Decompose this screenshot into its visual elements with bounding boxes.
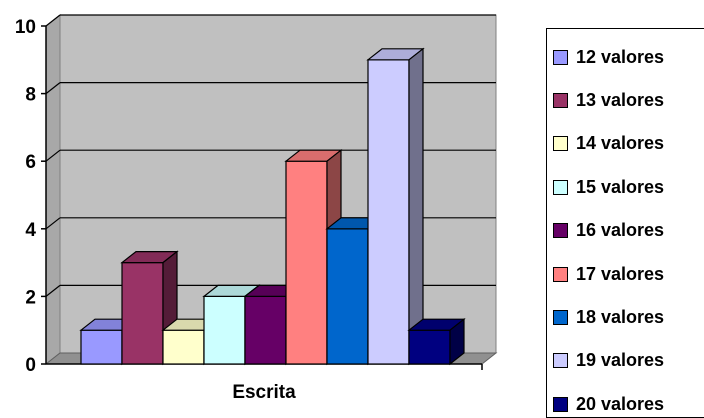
legend-item: 18 valores xyxy=(553,305,664,329)
legend-swatch xyxy=(553,309,568,325)
bar-20-valores xyxy=(407,317,466,366)
y-tick-label: 10 xyxy=(15,17,36,38)
y-tick-labels: 0 2 4 6 8 10 xyxy=(15,17,37,376)
legend-label: 15 valores xyxy=(576,176,665,197)
gridline-side xyxy=(45,217,61,230)
legend-label: 13 valores xyxy=(576,89,665,110)
gridline-side xyxy=(45,14,61,27)
legend-label: 17 valores xyxy=(576,263,665,284)
legend-item: 12 valores xyxy=(553,45,664,69)
legend-swatch xyxy=(553,179,568,195)
y-tick-label: 2 xyxy=(25,287,36,308)
bar-side xyxy=(408,47,424,366)
legend-label: 18 valores xyxy=(576,306,665,327)
side-wall xyxy=(45,13,61,366)
legend-item: 13 valores xyxy=(553,88,664,112)
y-tick-label: 0 xyxy=(25,355,36,376)
bar-front xyxy=(203,295,246,365)
legend-label: 16 valores xyxy=(576,220,665,241)
bar-front xyxy=(244,295,287,365)
bar-front xyxy=(408,329,451,365)
bar-19-valores xyxy=(366,47,425,366)
x-category-labels: Escrita xyxy=(232,382,296,403)
legend-swatch xyxy=(553,223,568,239)
bar-front xyxy=(121,262,164,365)
bars xyxy=(79,47,466,366)
bar-chart: 0 2 4 6 8 10 Escrita xyxy=(15,13,498,403)
legend-label: 12 valores xyxy=(576,46,665,67)
legend-swatch xyxy=(553,353,568,369)
y-tick-label: 6 xyxy=(25,152,36,173)
legend-item: 17 valores xyxy=(553,262,664,286)
bar-front xyxy=(326,228,369,365)
y-tick-label: 8 xyxy=(25,85,36,106)
legend-swatch xyxy=(553,92,568,108)
legend-swatch xyxy=(553,49,568,65)
gridline-side xyxy=(45,284,61,297)
legend-label: 20 valores xyxy=(576,393,665,414)
legend-item: 14 valores xyxy=(553,132,664,156)
legend-item: 19 valores xyxy=(553,349,664,373)
bar-front xyxy=(162,329,205,365)
bar-front xyxy=(285,160,328,365)
x-category-label: Escrita xyxy=(232,382,296,403)
gridline-side xyxy=(45,82,61,95)
legend-item: 20 valores xyxy=(553,392,664,416)
y-tick-label: 4 xyxy=(25,220,36,241)
bar-side xyxy=(449,317,465,366)
legend-item: 15 valores xyxy=(553,175,664,199)
legend: 12 valores 13 valores 14 valores 15 valores… xyxy=(546,28,704,418)
legend-label: 14 valores xyxy=(576,133,665,154)
legend-label: 19 valores xyxy=(576,350,665,371)
legend-swatch xyxy=(553,266,568,282)
legend-swatch xyxy=(553,136,568,152)
gridline-side xyxy=(45,149,61,162)
legend-swatch xyxy=(553,396,568,412)
bar-front xyxy=(367,59,410,365)
bar-front xyxy=(80,329,123,365)
legend-item: 16 valores xyxy=(553,219,664,243)
